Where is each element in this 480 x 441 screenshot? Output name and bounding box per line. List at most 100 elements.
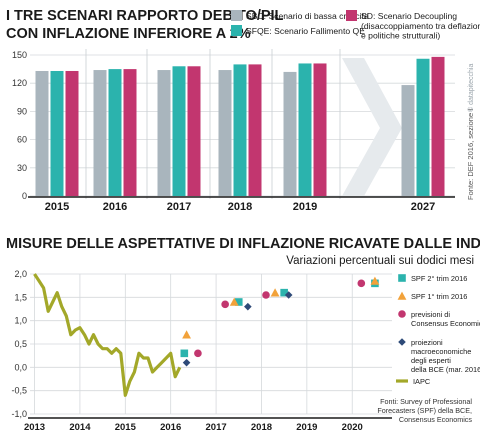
line-y-tick-label: -0,5 (11, 386, 27, 396)
bar-2015-series-1 (50, 70, 64, 196)
legend-label-diamond: della BCE (mar. 2016) (411, 365, 480, 374)
forecast-marker-square-2 (280, 288, 288, 297)
bar-2018-series-2 (248, 64, 262, 197)
forecast-marker-triangle-0 (182, 330, 191, 339)
forecast-marker-circle-0 (194, 349, 202, 358)
bar-y-tick-label: 0 (22, 191, 27, 201)
bar-2027-series-0 (401, 85, 415, 196)
bar-2017-series-0 (157, 70, 171, 196)
line-chart-source-line-3: Consensus Economics (399, 415, 473, 424)
bar-legend-note-line-0: (disaccoppiamento tra deflazione (361, 21, 480, 31)
iapc-line (33, 273, 182, 397)
bar-2016-series-2 (123, 69, 137, 196)
bar-2019-series-1 (298, 63, 312, 197)
bar-chart-source: Fonte: DEF 2016, sezione I (466, 109, 475, 200)
legend-marker-diamond (398, 338, 406, 346)
debt-ratio-bar-chart: I TRE SCENARI RAPPORTO DEBITO/PIL CON IN… (6, 8, 480, 213)
bar-chart-x-axis: 2015 2016 2017 2018 2019 2027 (28, 196, 455, 213)
line-y-tick-label: -1,0 (11, 409, 27, 419)
bar-2018-series-1 (233, 64, 247, 197)
forecast-marker-diamond-0 (182, 358, 191, 367)
bar-x-tick-label: 2017 (167, 201, 191, 213)
bar-legend-label-2: SD: Scenario Decoupling (361, 11, 457, 21)
legend-marker-triangle (397, 291, 407, 300)
bar-2027-series-2 (431, 56, 445, 196)
bar-legend-label-0: SBC: Scenario di bassa crescita (246, 11, 369, 21)
line-chart-title: MISURE DELLE ASPETTATIVE DI INFLAZIONE R… (6, 236, 480, 252)
line-chart-source-line-1: Fonti: Survey of Professional (380, 397, 472, 406)
line-x-tick-label: 2017 (206, 422, 227, 433)
bar-x-tick-label: 2027 (411, 201, 435, 213)
forecast-marker-diamond-2 (284, 291, 293, 299)
forecast-marker-square-0 (180, 349, 189, 358)
forecast-marker-diamond-1 (244, 302, 252, 311)
projection-arrow-shape (342, 58, 402, 196)
line-x-tick-label: 2014 (69, 422, 91, 433)
bar-x-tick-label: 2018 (228, 201, 252, 213)
bar-legend-note-line-1: e politiche strutturali) (361, 31, 440, 41)
bar-2019-series-2 (313, 63, 327, 197)
forecast-marker-triangle-3 (370, 276, 380, 285)
bar-chart-watermark: © datapitecchia (467, 64, 475, 112)
legend-label-square: SPF 2° trim 2016 (411, 274, 467, 283)
bar-2027-series-1 (416, 58, 430, 197)
bar-chart-bars (35, 56, 445, 197)
line-x-tick-label: 2015 (115, 422, 137, 433)
legend-marker-square (398, 274, 406, 282)
line-x-tick-label: 2019 (296, 422, 317, 433)
line-x-tick-label: 2018 (251, 422, 272, 433)
bar-chart-legend: SBC: Scenario di bassa crescita SFQE: Sce… (231, 10, 480, 41)
bar-legend-swatch-1 (231, 25, 242, 36)
bar-y-tick-label: 120 (12, 78, 27, 88)
line-chart-source: Fonti: Survey of Professional Forecaster… (377, 397, 472, 424)
inflation-expectations-chart: MISURE DELLE ASPETTATIVE DI INFLAZIONE R… (6, 236, 480, 433)
legend-label-diamond: proiezioni (411, 338, 443, 347)
bar-2015-series-2 (65, 70, 79, 196)
forecast-marker-circle-2 (262, 291, 270, 299)
forecast-marker-triangle-2 (270, 288, 280, 297)
bar-legend-label-1: SFQE: Scenario Fallimento QE (246, 26, 365, 36)
bar-legend-swatch-0 (231, 10, 242, 21)
line-y-tick-label: 1,0 (14, 316, 27, 326)
bar-2017-series-2 (187, 66, 201, 196)
forecast-marker-square-1 (234, 298, 243, 306)
bar-legend-swatch-2 (346, 10, 357, 21)
forecast-marker-circle-1 (221, 300, 229, 309)
bar-y-tick-label: 60 (17, 135, 27, 145)
forecast-marker-circle-3 (357, 279, 366, 288)
bar-chart-title-line-1: I TRE SCENARI RAPPORTO DEBITO/PIL (6, 8, 284, 24)
line-chart-source-line-2: Forecasters (SPF) della BCE, (377, 406, 472, 415)
line-y-tick-label: 2,0 (14, 269, 27, 279)
line-x-tick-label: 2016 (160, 422, 181, 433)
bar-y-tick-label: 150 (12, 50, 27, 60)
bar-2017-series-1 (172, 66, 186, 196)
legend-label-diamond: macroeconomiche (411, 347, 471, 356)
line-chart-grid: -1,0 -0,5 0,0 0,5 1,0 1,5 2,0 2013 2014 2015 2016 2… (11, 269, 392, 433)
bar-2018-series-0 (218, 70, 232, 196)
line-chart-forecast-markers (180, 276, 380, 367)
line-chart-subtitle: Variazioni percentuali sui dodici mesi (286, 255, 474, 267)
legend-marker-circle (398, 310, 406, 318)
bar-x-tick-label: 2016 (103, 201, 127, 213)
line-x-tick-label: 2013 (24, 422, 45, 433)
line-chart-legend: SPF 2° trim 2016 SPF 1° trim 2016 previsio… (396, 274, 480, 386)
line-y-tick-label: 0,0 (14, 362, 27, 372)
legend-label-triangle: SPF 1° trim 2016 (411, 292, 467, 301)
legend-iapc-label: IAPC (413, 377, 431, 386)
bar-2016-series-1 (108, 69, 122, 196)
legend-label-circle: Consensus Economics (411, 319, 480, 328)
bar-x-tick-label: 2015 (45, 201, 69, 213)
line-x-tick-label: 2020 (342, 422, 363, 433)
line-y-tick-label: 0,5 (14, 339, 27, 349)
legend-label-circle: previsioni di (411, 310, 450, 319)
bar-y-tick-label: 90 (17, 106, 27, 116)
bar-2019-series-0 (283, 71, 297, 196)
bar-2015-series-0 (35, 70, 49, 196)
line-y-tick-label: 1,5 (14, 292, 27, 302)
bar-2016-series-0 (93, 70, 107, 196)
legend-label-diamond: degli esperti (411, 356, 451, 365)
line-chart-iapc-series (33, 273, 182, 397)
bar-x-tick-label: 2019 (293, 201, 317, 213)
bar-y-tick-label: 30 (17, 163, 27, 173)
